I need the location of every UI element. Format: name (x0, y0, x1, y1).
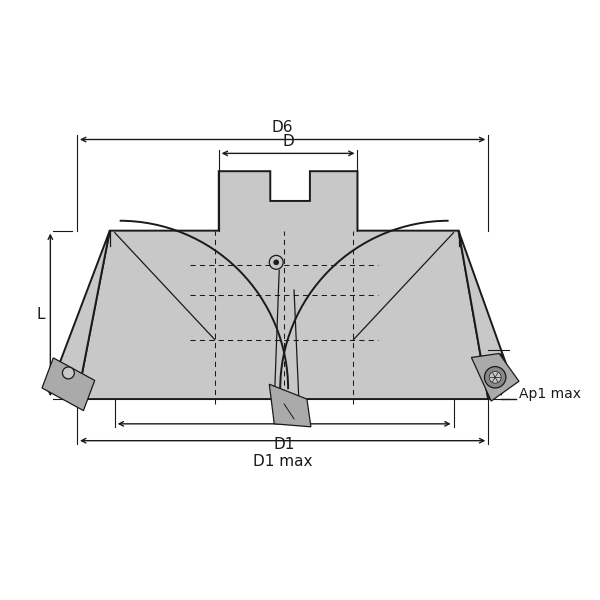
Polygon shape (77, 171, 488, 399)
Circle shape (269, 256, 283, 269)
Circle shape (484, 367, 506, 388)
Text: Ap1 max: Ap1 max (519, 387, 581, 401)
Circle shape (62, 367, 74, 379)
Text: D1 max: D1 max (253, 454, 313, 469)
Circle shape (489, 371, 501, 383)
Polygon shape (42, 358, 95, 410)
Circle shape (274, 260, 278, 265)
Polygon shape (269, 384, 311, 427)
Text: D1: D1 (274, 437, 295, 452)
Polygon shape (458, 230, 508, 399)
Text: D6: D6 (272, 119, 293, 134)
Polygon shape (472, 353, 519, 401)
Text: L: L (37, 307, 46, 322)
Polygon shape (57, 230, 110, 399)
Text: D: D (282, 134, 294, 149)
